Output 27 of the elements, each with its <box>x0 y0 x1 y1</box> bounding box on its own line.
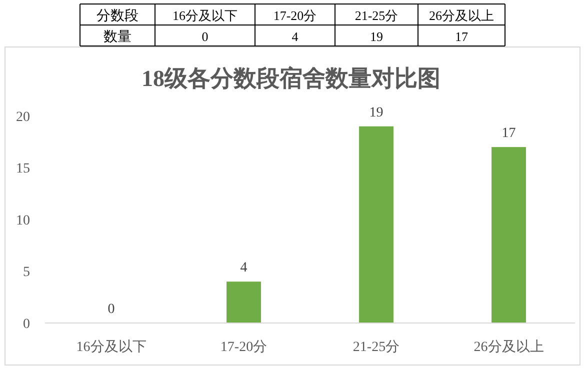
bar <box>492 147 526 323</box>
category-label: 17-20分 <box>273 8 317 23</box>
category-label: 21-25分 <box>354 8 398 23</box>
data-label: 0 <box>108 302 115 317</box>
y-tick-label: 0 <box>23 316 30 332</box>
x-tick-label: 17-20分 <box>220 339 268 355</box>
text: 0 <box>202 29 208 44</box>
x-tick-label: 16分及以下 <box>76 339 146 355</box>
data-label: 17 <box>502 126 516 142</box>
text: 17 <box>455 29 468 44</box>
text: 数量 <box>104 29 132 45</box>
bar <box>226 282 261 323</box>
text: 4 <box>292 29 299 44</box>
y-tick-label: 10 <box>16 213 30 228</box>
data-label: 19 <box>369 105 384 120</box>
category-label: 16分及以下 <box>172 8 238 23</box>
text: 19 <box>370 29 383 44</box>
data-label: 4 <box>240 260 248 276</box>
chart-title: 18级各分数段宿舍数量对比图 <box>142 65 440 91</box>
x-tick-label: 21-25分 <box>352 339 400 355</box>
text: 分数段 <box>96 8 138 24</box>
y-tick-label: 5 <box>23 265 30 280</box>
y-tick-label: 20 <box>16 110 30 125</box>
category-label: 26分及以上 <box>429 8 494 23</box>
bar <box>359 126 394 323</box>
x-tick-label: 26分及以上 <box>474 339 544 355</box>
y-tick-label: 15 <box>16 162 30 177</box>
